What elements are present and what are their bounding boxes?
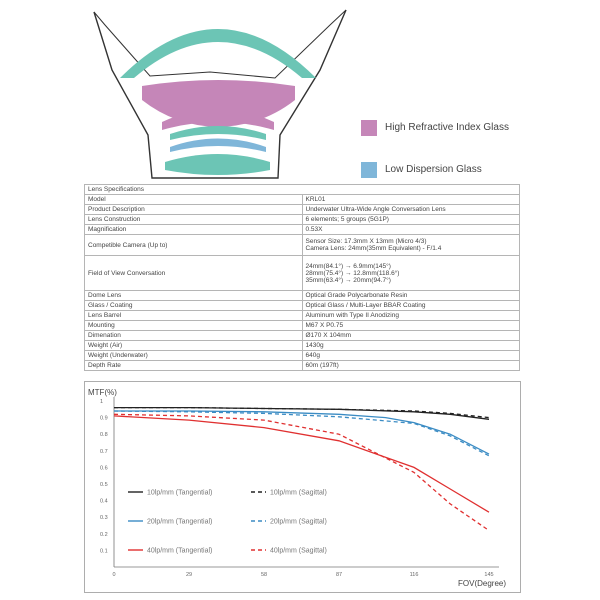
spec-value: Underwater Ultra-Wide Angle Conversation… <box>301 204 520 215</box>
y-tick-label: 0.7 <box>100 449 108 455</box>
legend-label: 10lp/mm (Sagittal) <box>270 490 327 497</box>
spec-value: Aluminum with Type II Anodizing <box>301 310 520 321</box>
spec-key: Model <box>84 194 303 205</box>
spec-value: Optical Glass / Multi-Layer BBAR Coating <box>301 300 520 311</box>
spec-row: Field of View Conversation 24mm(84.1°) → … <box>84 255 520 291</box>
low-dispersion-label: Low Dispersion Glass <box>385 164 482 175</box>
lens-housing <box>93 9 347 179</box>
x-tick-label: 29 <box>186 572 192 578</box>
spec-value: 60m (197ft) <box>301 360 520 371</box>
x-tick-label: 58 <box>261 572 267 578</box>
y-tick-label: 0.2 <box>100 532 108 538</box>
legend-label: 40lp/mm (Sagittal) <box>270 548 327 555</box>
spec-key: Magnification <box>84 224 303 235</box>
x-tick-label: 0 <box>112 572 115 578</box>
spec-row: Glass / Coating Optical Glass / Multi-Lay… <box>84 300 520 311</box>
y-tick-label: 0.3 <box>100 515 108 521</box>
spec-key: Field of View Conversation <box>84 255 303 291</box>
y-tick-label: 0.4 <box>100 499 108 505</box>
spec-value: 1430g <box>301 340 520 351</box>
lens-diagram <box>93 9 377 179</box>
spec-title: Lens Specifications <box>84 184 520 195</box>
spec-row: Model KRL01 <box>84 194 520 205</box>
spec-key: Mounting <box>84 320 303 331</box>
spec-value: Sensor Size: 17.3mm X 13mm (Micro 4/3) C… <box>301 234 520 256</box>
series-line <box>114 406 490 419</box>
spec-value: KRL01 <box>301 194 520 205</box>
spec-key: Glass / Coating <box>84 300 303 311</box>
x-tick-label: 87 <box>336 572 342 578</box>
spec-row: Lens Barrel Aluminum with Type II Anodizi… <box>84 310 520 321</box>
spec-value: Optical Grade Polycarbonate Resin <box>301 290 520 301</box>
spec-row: Weight (Underwater) 640g <box>84 350 520 361</box>
spec-key: Lens Barrel <box>84 310 303 321</box>
spec-key: Competible Camera (Up to) <box>84 234 303 256</box>
spec-row: Dome Lens Optical Grade Polycarbonate Res… <box>84 290 520 301</box>
spec-key: Weight (Air) <box>84 340 303 351</box>
spec-value: Ø170 X 104mm <box>301 330 520 341</box>
spec-row: Weight (Air) 1430g <box>84 340 520 351</box>
series-line <box>114 410 490 455</box>
legend-label: 20lp/mm (Tangential) <box>147 519 212 526</box>
spec-key: Product Description <box>84 204 303 215</box>
spec-row: Magnification 0.53X <box>84 224 520 235</box>
y-axis-label: MTF(%) <box>88 388 117 397</box>
legend-label: 40lp/mm (Tangential) <box>147 548 212 555</box>
y-tick-label: 0.5 <box>100 482 108 488</box>
x-tick-label: 116 <box>410 572 419 578</box>
legend-label: 20lp/mm (Sagittal) <box>270 519 327 526</box>
spec-key: Dimenation <box>84 330 303 341</box>
spec-value: M67 X P0.75 <box>301 320 520 331</box>
series-line <box>113 415 490 513</box>
series-line <box>113 410 490 457</box>
dome-lens <box>120 29 316 78</box>
element-4 <box>170 138 266 152</box>
spec-row: Competible Camera (Up to) Sensor Size: 17… <box>84 234 520 256</box>
series-line <box>113 413 490 532</box>
x-axis-label: FOV(Degree) <box>458 579 506 588</box>
spec-value: 0.53X <box>301 224 520 235</box>
element-3 <box>170 126 266 140</box>
element-2 <box>162 109 274 130</box>
spec-value: 640g <box>301 350 520 361</box>
x-tick-label: 145 <box>484 572 493 578</box>
spec-row: Mounting M67 X P0.75 <box>84 320 520 331</box>
spec-row: Depth Rate 60m (197ft) <box>84 360 520 371</box>
spec-title-row: Lens Specifications <box>84 184 520 195</box>
high-index-label: High Refractive Index Glass <box>385 122 509 133</box>
spec-key: Weight (Underwater) <box>84 350 303 361</box>
legend-label: 10lp/mm (Tangential) <box>147 490 212 497</box>
y-tick-label: 1 <box>100 399 103 405</box>
high-index-swatch <box>361 120 377 136</box>
spec-row: Lens Construction 6 elements; 5 groups (5… <box>84 214 520 225</box>
spec-row: Dimenation Ø170 X 104mm <box>84 330 520 341</box>
spec-key: Depth Rate <box>84 360 303 371</box>
chart-frame <box>84 381 521 593</box>
spec-row: Product Description Underwater Ultra-Wide… <box>84 204 520 215</box>
spec-value: 6 elements; 5 groups (5G1P) <box>301 214 520 225</box>
y-tick-label: 0.9 <box>100 416 108 422</box>
spec-value: 24mm(84.1°) → 6.9mm(145°) 28mm(75.4°) → … <box>301 255 520 291</box>
spec-key: Lens Construction <box>84 214 303 225</box>
y-tick-label: 0.6 <box>100 465 108 471</box>
mtf-chart: MTF(%) FOV(Degree) 0.1 0.2 0.3 0.4 0.5 0.6 0.7 0.… <box>84 381 521 593</box>
spec-table: Lens Specifications Model KRL01 Product De… <box>84 184 520 371</box>
low-dispersion-swatch <box>361 162 377 178</box>
element-5 <box>165 154 270 175</box>
y-tick-label: 0.1 <box>100 548 108 554</box>
spec-key: Dome Lens <box>84 290 303 301</box>
y-tick-label: 0.8 <box>100 432 108 438</box>
